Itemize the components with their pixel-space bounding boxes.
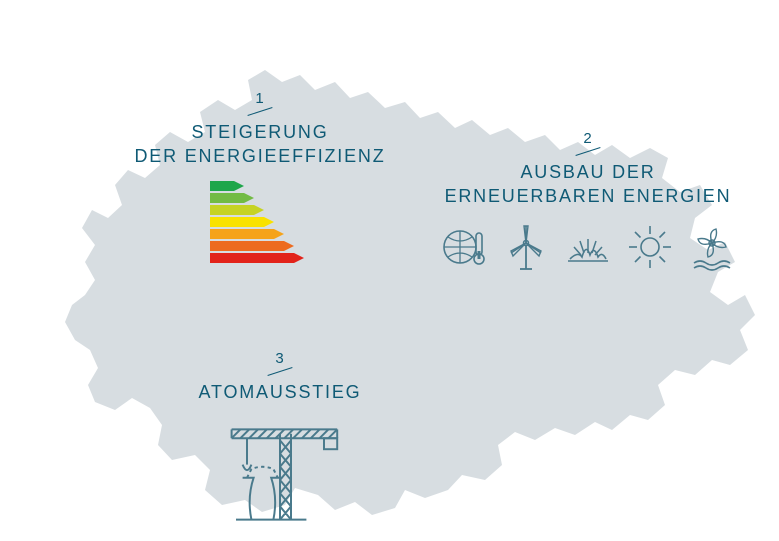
section-number: 3 xyxy=(190,350,370,367)
title-line-2: DER ENERGIEEFFIZIENZ xyxy=(134,146,385,166)
section-efficiency: 1 STEIGERUNG DER ENERGIEEFFIZIENZ xyxy=(130,90,390,274)
slash-divider xyxy=(247,107,272,116)
energy-label-icon xyxy=(130,179,390,274)
title-line-1: AUSBAU DER xyxy=(520,162,655,182)
section-renewables: 2 AUSBAU DER ERNEUERBAREN ENERGIEN xyxy=(428,130,748,271)
title-line-1: ATOMAUSSTIEG xyxy=(199,382,362,402)
section-nuclear: 3 ATOMAUSSTIEG xyxy=(190,350,370,529)
section-number: 1 xyxy=(130,90,390,107)
crane-icon xyxy=(190,414,370,529)
slash-divider xyxy=(575,147,600,156)
section-title: AUSBAU DER ERNEUERBAREN ENERGIEN xyxy=(428,160,748,209)
geothermal-icon xyxy=(440,223,488,271)
hydro-icon xyxy=(688,223,736,271)
section-title: STEIGERUNG DER ENERGIEEFFIZIENZ xyxy=(130,120,390,169)
biomass-icon xyxy=(564,223,612,271)
title-line-2: ERNEUERBAREN ENERGIEN xyxy=(445,186,732,206)
section-number: 2 xyxy=(428,130,748,147)
wind-icon xyxy=(502,223,550,271)
solar-icon xyxy=(626,223,674,271)
slash-divider xyxy=(267,367,292,376)
section-title: ATOMAUSSTIEG xyxy=(190,380,370,404)
title-line-1: STEIGERUNG xyxy=(191,122,328,142)
renewable-icon-row xyxy=(428,223,748,271)
